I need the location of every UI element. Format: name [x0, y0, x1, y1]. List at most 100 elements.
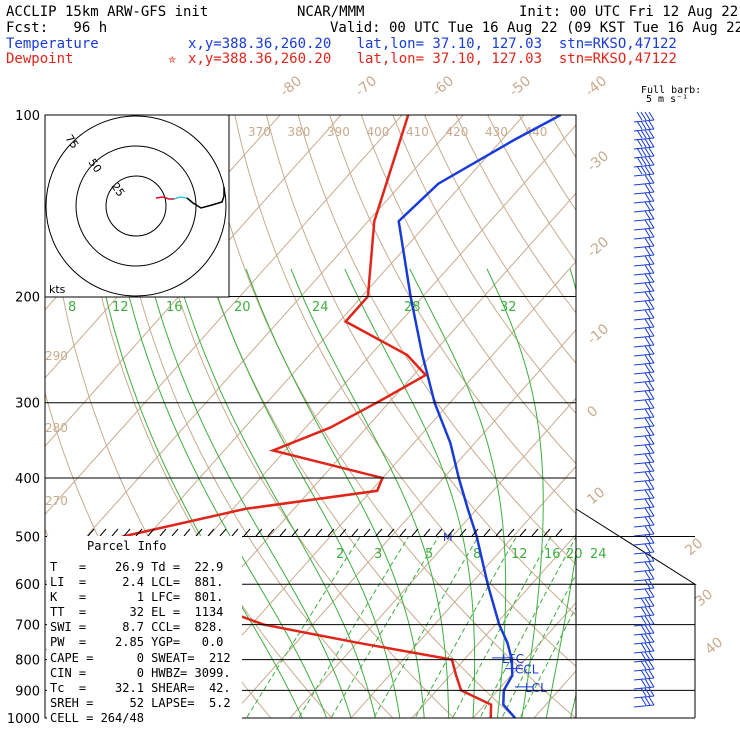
wind-barb-flag: [648, 264, 655, 274]
wind-barb-flag: [644, 282, 651, 292]
isotherm-line: [350, 465, 576, 718]
wind-barb-flag: [644, 138, 651, 148]
wind-barb-flag: [648, 138, 655, 148]
moist-adiabat-line: [207, 268, 401, 718]
wind-barb: [633, 588, 655, 600]
hatch-mark: [363, 528, 371, 537]
wind-barb-flag: [644, 327, 651, 337]
mixing-ratio-line: [414, 536, 517, 718]
level-marker-label: LCL: [525, 681, 547, 695]
wind-barb: [633, 453, 655, 465]
moist-adiabat-line: [245, 268, 425, 718]
wind-barb: [633, 165, 655, 177]
wind-barb-flag: [644, 471, 651, 481]
dewpoint-location: x,y=388.36,260.20 lat,lon= 37.10, 127.03…: [188, 51, 677, 67]
wind-barb: [633, 660, 655, 672]
wind-barb: [633, 543, 655, 555]
wind-barb-flag: [648, 336, 655, 346]
wind-barb-flag: [644, 210, 651, 220]
wind-barb-flag: [648, 462, 655, 472]
hatch-mark: [327, 528, 335, 537]
wind-barb-shaft: [633, 191, 655, 195]
wind-barb-flag: [648, 615, 655, 625]
wind-barb: [633, 687, 655, 699]
mixing-ratio-line: [451, 536, 552, 718]
wind-barb-shaft: [633, 416, 655, 420]
pressure-label: 700: [15, 619, 40, 634]
wind-barb-flag: [648, 696, 655, 706]
moist-adiabat-line: [409, 268, 507, 718]
parcel-info-title: Parcel Info: [87, 539, 167, 553]
wind-barb-shaft: [633, 695, 655, 699]
dry-adiabat-line: [297, 115, 576, 566]
wind-barb-flag: [640, 138, 647, 148]
wind-barb: [633, 597, 655, 609]
wind-barb: [633, 579, 655, 591]
isotherm-line: [533, 670, 576, 718]
wind-barb-flag: [644, 390, 651, 400]
wind-barb: [633, 237, 655, 249]
wind-barb-flag: [644, 165, 651, 175]
mixing-ratio-line: [519, 606, 576, 718]
wind-barb-shaft: [633, 182, 655, 186]
wind-barb-shaft: [633, 209, 655, 213]
wind-barb-flag: [648, 318, 655, 328]
hatch-mark: [351, 528, 359, 537]
wind-barb-flag: [640, 597, 647, 607]
wind-barb: [633, 210, 655, 222]
wind-barb-shaft: [633, 398, 655, 402]
wind-barb: [633, 408, 655, 420]
mixing-ratio-label: 8: [473, 547, 481, 562]
parcel-row: Tc = 32.1 SHEAR= 42.: [50, 681, 231, 695]
hatch-mark: [99, 528, 107, 537]
wind-barb-flag: [648, 210, 655, 220]
wind-barb-flag: [648, 471, 655, 481]
wind-barb-shaft: [633, 515, 655, 519]
wind-barb-flag: [640, 120, 647, 130]
wind-barb: [633, 696, 655, 708]
hatch-mark: [459, 528, 467, 537]
wind-barb-flag: [644, 606, 651, 616]
wind-barb-flag: [648, 660, 655, 670]
wind-barb: [633, 516, 655, 528]
wind-barb-flag: [644, 201, 651, 211]
wind-barb-shaft: [633, 335, 655, 339]
wind-barb-flag: [648, 570, 655, 580]
dry-adiabat-line: [487, 115, 576, 263]
wind-barb-flag: [648, 282, 655, 292]
wind-barb-flag: [648, 687, 655, 697]
wind-barb-shaft: [633, 533, 655, 537]
mixing-ratio-label: 12: [511, 547, 528, 562]
parcel-row: SWI = 8.7 CCL= 828.: [50, 620, 224, 634]
moist-adiabat-label: 32: [500, 300, 517, 315]
wind-barb: [633, 183, 655, 195]
wind-barb-shaft: [633, 551, 655, 555]
moist-adiabat-label: 16: [166, 300, 183, 315]
theta-label: 420: [446, 125, 469, 139]
dry-adiabat-line: [234, 115, 576, 667]
wind-barb-flag: [648, 273, 655, 283]
wind-barb-flag: [648, 516, 655, 526]
mixing-ratio-line: [479, 536, 576, 718]
wind-barb-flag: [648, 633, 655, 643]
wind-barb-shaft: [633, 623, 655, 627]
wind-barb-flag: [644, 399, 651, 409]
wind-barb-flag: [640, 147, 647, 157]
wind-barb-shaft: [633, 641, 655, 645]
wind-barb-shaft: [633, 677, 655, 681]
mixing-ratio-label: 16: [544, 547, 561, 562]
isotherm-label: -40: [582, 73, 610, 100]
wind-barb-flag: [644, 480, 651, 490]
isotherm-label: -70: [352, 73, 380, 100]
hatch-mark: [495, 528, 503, 537]
wind-barb-flag: [636, 147, 643, 157]
wind-barb-flag: [644, 255, 651, 265]
wind-barb-flag: [648, 552, 655, 562]
wind-barb-flag: [648, 453, 655, 463]
wind-barb-shaft: [633, 245, 655, 249]
moist-adiabat-line: [486, 268, 544, 718]
hodograph-ring: [105, 175, 167, 237]
wind-barb-flag: [648, 498, 655, 508]
wind-barb-flag: [644, 615, 651, 625]
